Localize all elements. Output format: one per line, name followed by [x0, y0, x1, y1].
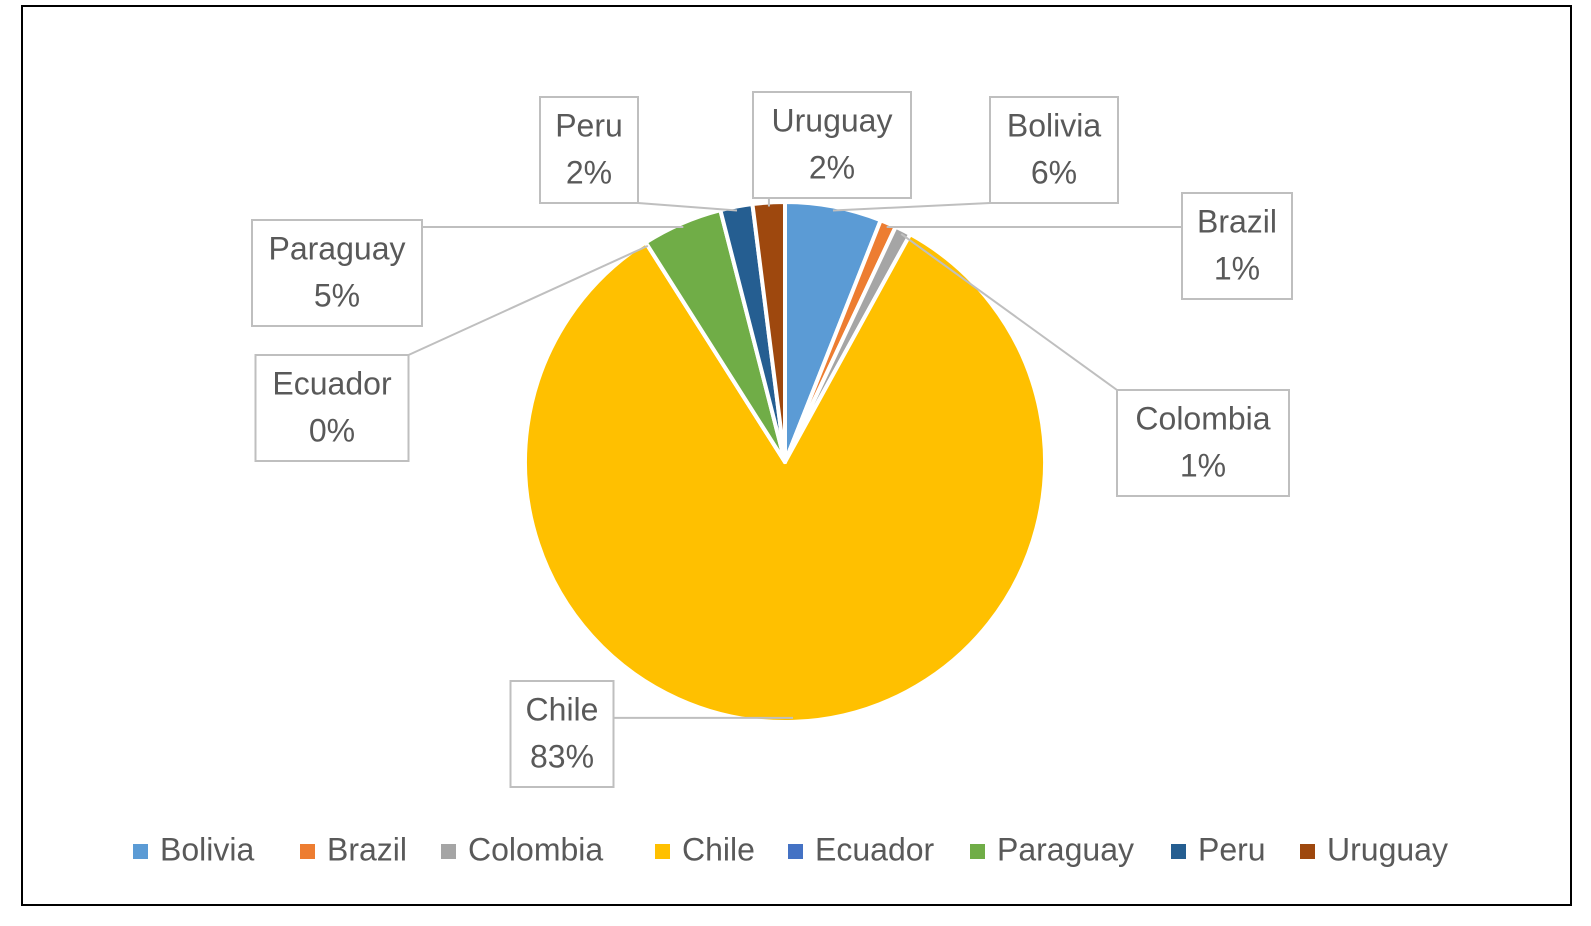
- legend-swatch: [1300, 844, 1315, 859]
- legend-label: Uruguay: [1327, 831, 1448, 867]
- data-label-box: [509, 680, 615, 788]
- data-label-value: 0%: [309, 412, 355, 448]
- data-label-box: [254, 354, 410, 462]
- legend-swatch: [133, 844, 148, 859]
- data-label-box: [251, 219, 423, 327]
- leader-line: [832, 202, 991, 212]
- legend-swatch: [300, 844, 315, 859]
- legend-swatch: [970, 844, 985, 859]
- leader-line: [900, 233, 1118, 391]
- legend-label: Bolivia: [160, 831, 254, 867]
- legend-label: Chile: [682, 831, 755, 867]
- legend-swatch: [655, 844, 670, 859]
- legend-label: Colombia: [468, 831, 603, 867]
- data-label-value: 1%: [1214, 250, 1260, 286]
- data-label-name: Bolivia: [1007, 107, 1101, 143]
- data-label-box: [1116, 389, 1290, 497]
- data-label-value: 2%: [566, 154, 612, 190]
- legend-label: Paraguay: [997, 831, 1134, 867]
- legend-swatch: [788, 844, 803, 859]
- data-label-name: Colombia: [1135, 400, 1270, 436]
- data-label-box: [752, 91, 912, 199]
- data-label-box: [989, 96, 1119, 204]
- legend-label: Brazil: [327, 831, 407, 867]
- data-label-value: 5%: [314, 277, 360, 313]
- data-label-value: 83%: [530, 738, 594, 774]
- data-label-name: Ecuador: [272, 365, 392, 401]
- legend-label: Ecuador: [815, 831, 935, 867]
- leader-line: [637, 202, 738, 212]
- legend-label: Peru: [1198, 831, 1266, 867]
- data-label-box: [1181, 192, 1293, 300]
- legend-swatch: [1171, 844, 1186, 859]
- data-label-name: Paraguay: [269, 230, 406, 266]
- data-label-name: Chile: [526, 691, 599, 727]
- data-label-value: 6%: [1031, 154, 1077, 190]
- data-label-box: [539, 96, 639, 204]
- data-label-name: Brazil: [1197, 203, 1277, 239]
- data-label-name: Peru: [555, 107, 623, 143]
- pie-slice: [523, 232, 1047, 724]
- legend-swatch: [441, 844, 456, 859]
- data-label-value: 2%: [809, 149, 855, 185]
- leader-line: [408, 244, 649, 356]
- data-label-name: Uruguay: [772, 102, 893, 138]
- data-label-value: 1%: [1180, 447, 1226, 483]
